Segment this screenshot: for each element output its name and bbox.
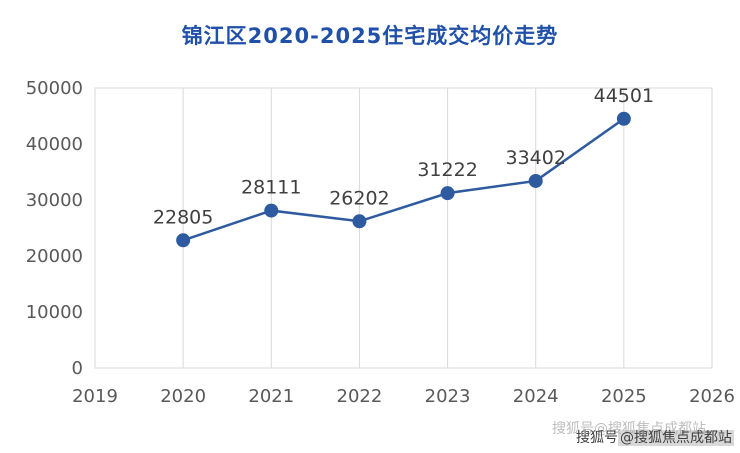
data-label: 44501	[594, 85, 654, 107]
x-tick-label: 2019	[72, 386, 118, 407]
data-point	[616, 111, 631, 126]
data-label: 26202	[329, 187, 389, 209]
y-tick-label: 0	[72, 358, 83, 379]
x-tick-label: 2026	[689, 386, 735, 407]
data-point	[528, 173, 543, 188]
watermark-prefix: 搜狐号	[576, 430, 618, 446]
x-tick-label: 2021	[248, 386, 294, 407]
y-tick-label: 20000	[26, 246, 83, 267]
x-tick-label: 2025	[601, 386, 647, 407]
y-tick-label: 10000	[26, 302, 83, 323]
watermark-handle: @搜狐焦点成都站	[618, 430, 734, 446]
data-point	[440, 186, 455, 201]
y-tick-label: 40000	[26, 134, 83, 155]
data-label: 28111	[241, 177, 301, 199]
data-label: 22805	[153, 206, 213, 228]
x-tick-label: 2022	[337, 386, 383, 407]
x-tick-label: 2024	[513, 386, 559, 407]
watermark-ghost-text: 搜狐号@搜狐焦点成都站	[552, 421, 706, 437]
data-point	[264, 203, 279, 218]
watermark: 搜狐号 @搜狐焦点成都站	[576, 427, 734, 447]
chart-title: 锦江区2020-2025住宅成交均价走势	[181, 24, 559, 48]
data-point	[176, 233, 191, 248]
data-point	[352, 214, 367, 229]
data-label: 33402	[505, 147, 565, 169]
y-tick-label: 50000	[26, 78, 83, 99]
price-trend-line-chart: 2019 2020 2021 2022 2023 2024 2025 2026 0 10000 20…	[26, 78, 735, 407]
y-tick-label: 30000	[26, 190, 83, 211]
data-label: 31222	[417, 159, 477, 181]
trend-line	[182, 117, 625, 242]
x-tick-label: 2020	[160, 386, 206, 407]
watermark-ghost: 搜狐号@搜狐焦点成都站	[552, 418, 706, 438]
x-tick-label: 2023	[425, 386, 471, 407]
plot-border	[94, 87, 713, 369]
